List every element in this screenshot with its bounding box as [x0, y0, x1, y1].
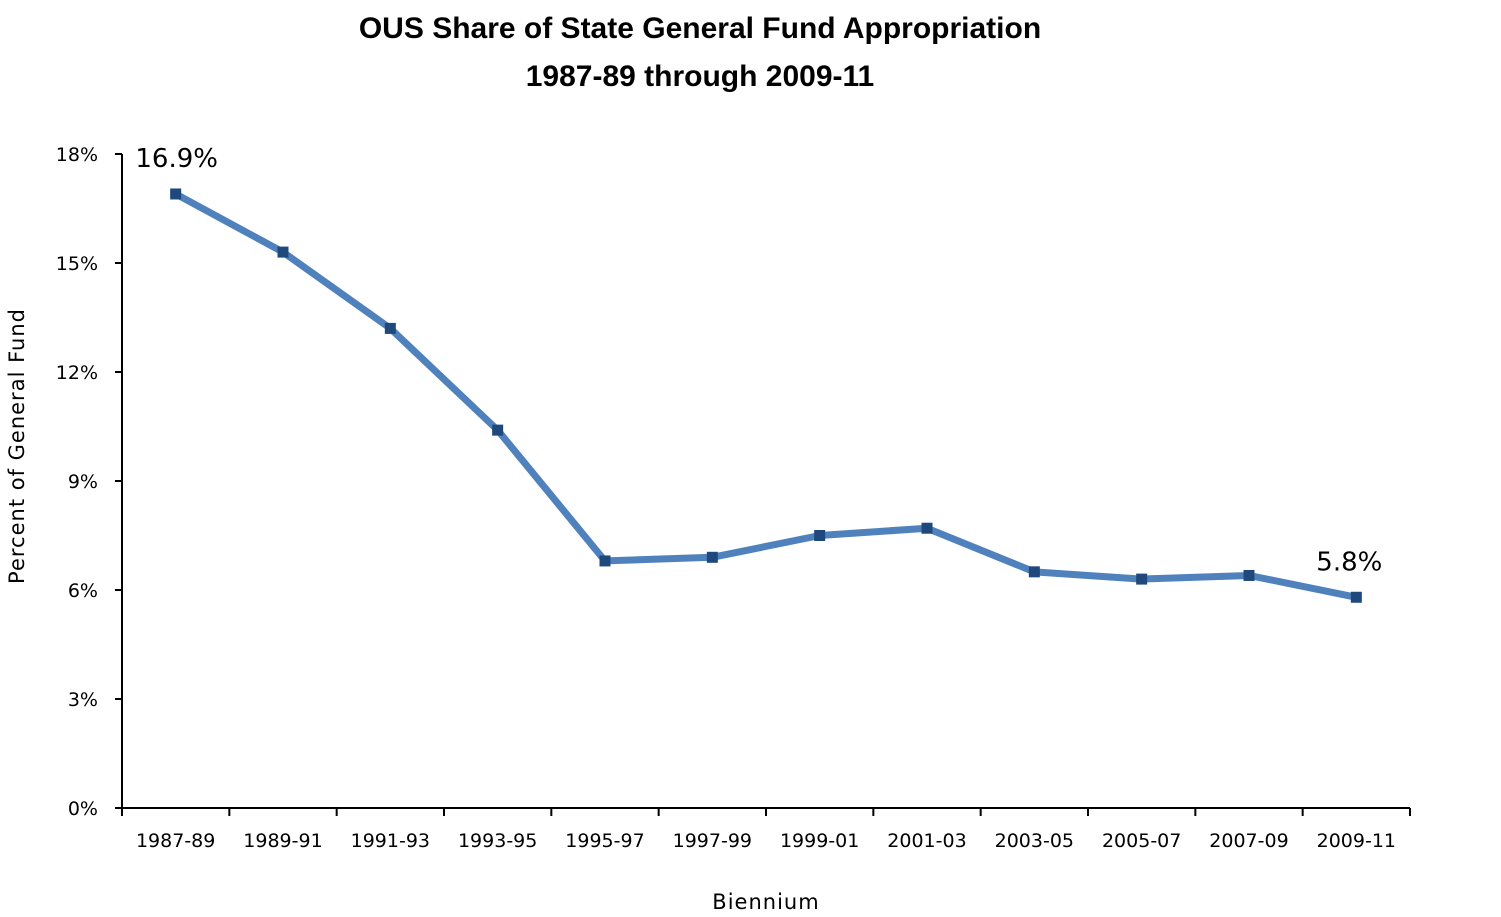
y-tick-label: 15%: [56, 253, 98, 275]
data-labels: 16.9% 5.8%: [135, 144, 1382, 577]
data-point: [277, 246, 289, 258]
data-label: 5.8%: [1316, 547, 1382, 577]
data-point: [1028, 566, 1040, 578]
data-point: [1350, 591, 1362, 603]
y-tick-label: 9%: [68, 471, 98, 493]
x-tick-label: 1991-93: [351, 830, 430, 852]
y-tick-label: 3%: [68, 689, 98, 711]
y-tick-label: 6%: [68, 580, 98, 602]
data-point: [170, 188, 182, 200]
x-axis-title: Biennium: [712, 890, 819, 914]
x-tick-label: 2005-07: [1102, 830, 1181, 852]
x-tick-label: 2001-03: [887, 830, 966, 852]
x-tick-label: 1999-01: [780, 830, 859, 852]
x-tick-label: 1997-99: [673, 830, 752, 852]
y-tick-label: 12%: [56, 362, 98, 384]
x-tick-label: 2009-11: [1317, 830, 1396, 852]
data-point: [1136, 573, 1148, 585]
series-layer: [170, 188, 1362, 603]
data-label: 16.9%: [135, 144, 218, 174]
x-tick-label: 1993-95: [458, 830, 537, 852]
series-line: [172, 190, 1360, 601]
data-point: [599, 555, 611, 567]
data-point: [1243, 569, 1255, 581]
x-tick-label: 2003-05: [995, 830, 1074, 852]
y-tick-label: 18%: [56, 144, 98, 166]
chart-title: OUS Share of State General Fund Appropri…: [359, 12, 1041, 45]
x-tick-label: 1987-89: [136, 830, 215, 852]
axes: 0% 3% 6% 9% 12% 15% 18% 1987-89 1989-91 1991-93 19…: [56, 144, 1411, 852]
data-point: [706, 551, 718, 563]
x-tick-label: 2007-09: [1209, 830, 1288, 852]
chart-subtitle: 1987-89 through 2009-11: [526, 60, 875, 93]
data-point: [384, 322, 396, 334]
x-tick-label: 1989-91: [243, 830, 322, 852]
y-tick-label: 0%: [68, 798, 98, 820]
data-point: [814, 530, 826, 541]
x-tick-label: 1995-97: [565, 830, 644, 852]
data-point: [492, 424, 504, 436]
data-point: [921, 522, 933, 534]
y-axis-title: Percent of General Fund: [5, 308, 29, 584]
